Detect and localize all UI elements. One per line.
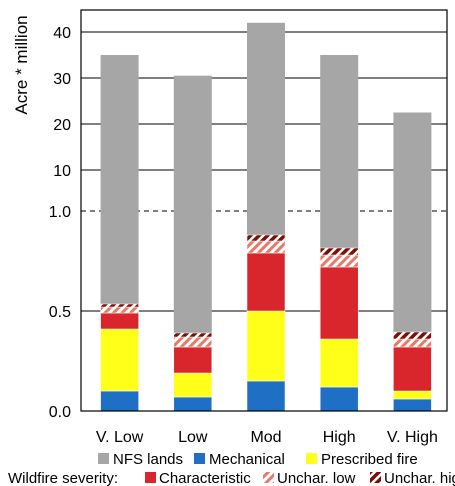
x-tick-label: V. Low [96, 429, 144, 446]
bar-segment-unchar-low [393, 338, 432, 348]
bar-segment-unchar-high [319, 247, 359, 256]
bar-segment-characteristic [246, 252, 286, 312]
bar-segment-unchar-low [319, 254, 359, 268]
y-tick-label: 30 [53, 71, 71, 88]
y-tick-label: 1.0 [49, 204, 71, 221]
bar-segment-mechanical [246, 380, 286, 412]
bar-segment-characteristic [393, 346, 432, 392]
legend-swatch [145, 472, 156, 483]
bar-segment-unchar-low [100, 306, 139, 314]
bar-layer [100, 22, 432, 412]
bar-segment-unchar-high [393, 331, 432, 340]
y-tick-label: 0.0 [49, 404, 71, 421]
legend: NFS lands Mechanical Prescribed fire Wildfi… [8, 451, 455, 486]
legend-swatch [98, 453, 109, 464]
x-tick-label: V. High [387, 429, 438, 446]
legend-label: Unchar. low [277, 470, 356, 486]
x-tick-label: Mod [250, 429, 281, 446]
y-axis-label: Acre * million [12, 15, 31, 114]
x-tick-label: Low [178, 429, 208, 446]
legend-prefix: Wildfire severity: [8, 470, 118, 486]
y-tick-label: 40 [53, 25, 71, 42]
y-tick-label: 20 [53, 117, 71, 134]
bar-segment-characteristic [100, 312, 139, 330]
legend-swatch [306, 453, 317, 464]
bar-segment-characteristic [319, 266, 359, 340]
bar-segment-prescribed-fire [319, 338, 359, 388]
bar-segment-prescribed-fire [393, 390, 432, 400]
plot-frame [80, 9, 448, 412]
bar-segment-prescribed-fire [173, 372, 213, 398]
bar-segment-mechanical [100, 390, 139, 412]
bar-segment-prescribed-fire [246, 310, 286, 382]
y-tick-label: 0.5 [49, 304, 71, 321]
bar-segment-mechanical [319, 386, 359, 412]
bar-segment-unchar-high [173, 332, 213, 338]
bar-segment-mechanical [393, 398, 432, 412]
bar-segment-prescribed-fire [100, 328, 139, 392]
bar-segment-unchar-high [246, 234, 286, 242]
bar-segment-characteristic [173, 346, 213, 374]
bar-segment-unchar-low [173, 336, 213, 348]
x-tick-label: High [323, 429, 356, 446]
legend-label: Unchar. high [384, 470, 455, 486]
legend-label: Prescribed fire [321, 451, 418, 468]
legend-label: Mechanical [209, 451, 285, 468]
legend-label: Characteristic [159, 470, 251, 486]
bar-segment-unchar-low [246, 240, 286, 254]
y-tick-label: 10 [53, 163, 71, 180]
legend-swatch [370, 472, 381, 483]
bar-segment-unchar-high [100, 303, 139, 308]
legend-label: NFS lands [113, 451, 183, 468]
legend-swatch [263, 472, 274, 483]
bar-segment-mechanical [173, 396, 213, 412]
legend-swatch [194, 453, 205, 464]
axis-layer: 10 20 30 40 0.0 0.5 1.0 V. Low Low Mod High V. High [49, 9, 448, 446]
